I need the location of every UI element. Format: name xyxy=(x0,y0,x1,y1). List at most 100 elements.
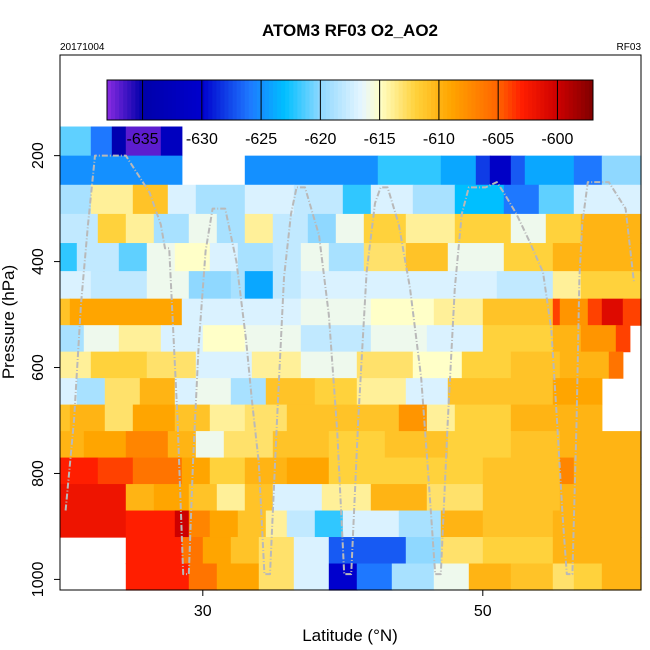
colorbar-segment xyxy=(439,80,444,120)
colorbar-tick-label: -630 xyxy=(186,131,218,148)
heatmap-cell xyxy=(342,404,400,432)
colorbar-segment xyxy=(216,80,221,120)
heatmap-cell xyxy=(496,271,554,300)
colorbar-segment xyxy=(159,80,165,120)
heatmap-cell xyxy=(90,351,148,379)
colorbar-segment xyxy=(204,80,209,120)
colorbar-segment xyxy=(503,80,509,120)
heatmap-cell xyxy=(195,378,232,406)
colorbar-segment xyxy=(333,80,339,120)
colorbar-segment xyxy=(248,80,254,120)
heatmap-cell xyxy=(60,213,99,244)
colorbar-segment xyxy=(382,80,387,120)
heatmap-cell xyxy=(370,484,428,512)
heatmap-cell xyxy=(111,126,127,157)
flight-track-line xyxy=(64,154,635,576)
heatmap-cell xyxy=(342,184,372,215)
colorbar-segment xyxy=(443,80,448,120)
heatmap-cell xyxy=(125,431,169,459)
colorbar-segment xyxy=(524,80,529,120)
colorbar-segment xyxy=(273,80,278,120)
heatmap-cell xyxy=(60,271,92,300)
heatmap-cell xyxy=(510,563,554,591)
heatmap-cell xyxy=(97,457,134,485)
heatmap-cell xyxy=(90,271,148,300)
heatmap-cell xyxy=(174,378,197,406)
heatmap-cell xyxy=(524,155,575,186)
colorbar-segment xyxy=(475,80,481,120)
heatmap-cell xyxy=(60,325,85,353)
colorbar-segment xyxy=(281,80,286,120)
x-axis: 30 50 xyxy=(194,590,492,620)
x-axis-label: Latitude (°N) xyxy=(302,626,398,645)
heatmap-cell xyxy=(244,184,295,215)
heatmap-cell xyxy=(440,537,484,565)
heatmap-cell xyxy=(482,298,554,326)
heatmap-cell xyxy=(608,351,624,379)
colorbar-segment xyxy=(155,80,161,120)
heatmap-cell xyxy=(60,184,92,215)
heatmap-cell xyxy=(90,126,113,157)
heatmap-cell xyxy=(314,510,344,538)
heatmap-cell xyxy=(209,404,246,432)
x-tick-label: 50 xyxy=(474,603,492,620)
colorbar-segment xyxy=(277,80,282,120)
heatmap-cell xyxy=(125,510,176,538)
colorbar-tick-label: -615 xyxy=(364,131,396,148)
heatmap-cell xyxy=(510,404,554,432)
heatmap-cell xyxy=(160,325,204,353)
colorbar-segment xyxy=(580,80,586,120)
heatmap-cell xyxy=(230,271,246,300)
colorbar-segment xyxy=(256,80,262,120)
heatmap-cell xyxy=(300,243,330,272)
colorbar-segment xyxy=(398,80,404,120)
colorbar-segment xyxy=(131,80,136,120)
colorbar-segment xyxy=(426,80,432,120)
heatmap-cell xyxy=(272,213,309,244)
colorbar-segment xyxy=(305,80,310,120)
heatmap-cell xyxy=(503,184,540,215)
heatmap-cell xyxy=(300,351,358,379)
colorbar-segment xyxy=(520,80,525,120)
colorbar-segment xyxy=(345,80,351,120)
colorbar-segment xyxy=(564,80,570,120)
heatmap-cell xyxy=(601,563,642,591)
colorbar-segment xyxy=(208,80,213,120)
colorbar-segment xyxy=(236,80,242,120)
heatmap-cell xyxy=(482,325,554,353)
heatmap-cell xyxy=(454,184,505,215)
heatmap-cell xyxy=(195,184,246,215)
y-tick-label: 800 xyxy=(30,460,47,487)
colorbar-segment xyxy=(151,80,157,120)
y-tick-label: 200 xyxy=(30,142,47,169)
colorbar-segment xyxy=(540,80,545,120)
heatmap-cell xyxy=(489,155,512,186)
heatmap-cell xyxy=(244,271,274,300)
heatmap-cell xyxy=(482,457,561,485)
colorbar-segment xyxy=(260,80,266,120)
heatmap-cell xyxy=(265,510,288,538)
colorbar-segment xyxy=(576,80,582,120)
heatmap-cell xyxy=(580,213,642,244)
heatmap-cell xyxy=(405,378,449,406)
heatmap-cell xyxy=(559,431,603,459)
colorbar-segment xyxy=(431,80,436,120)
heatmap-cell xyxy=(580,271,642,300)
colorbar-segment xyxy=(119,80,124,120)
colorbar-segment xyxy=(378,80,383,120)
heatmap-cell xyxy=(69,298,183,326)
heatmap-cell xyxy=(300,271,358,300)
heatmap-cell xyxy=(244,213,274,244)
colorbar-segment xyxy=(560,80,566,120)
heatmap-cell xyxy=(188,271,232,300)
heatmap-cell xyxy=(146,243,176,272)
heatmap-cell xyxy=(174,510,190,538)
heatmap-cell xyxy=(447,378,484,406)
colorbar-segment xyxy=(232,80,238,120)
heatmap-cell xyxy=(356,271,428,300)
heatmap-cell xyxy=(328,537,407,565)
colorbar-segment xyxy=(175,80,181,120)
y-axis-label: Pressure (hPa) xyxy=(0,265,18,379)
colorbar-segment xyxy=(556,80,562,120)
colorbar-segment xyxy=(479,80,485,120)
